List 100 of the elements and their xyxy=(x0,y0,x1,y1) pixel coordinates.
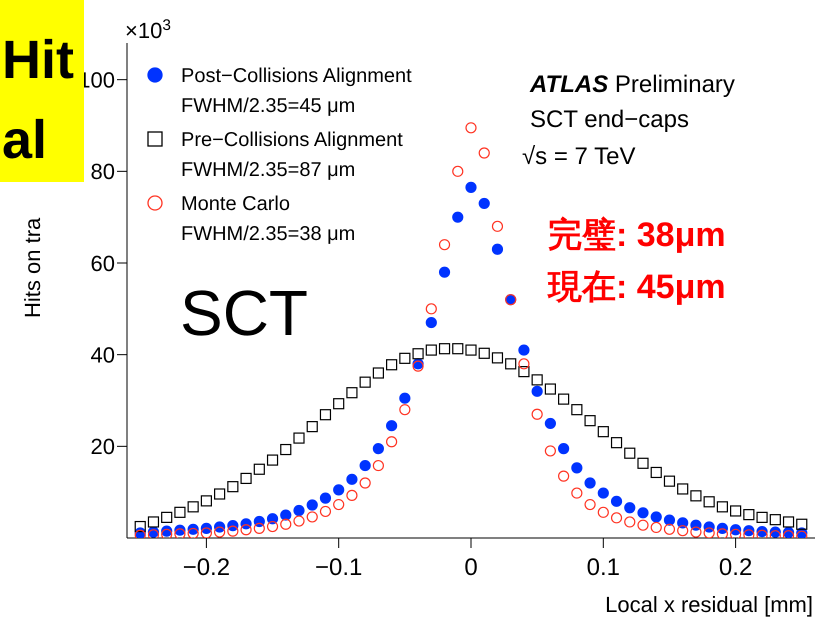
annotation: √s = 7 TeV xyxy=(522,143,636,170)
point xyxy=(584,415,596,426)
point xyxy=(399,352,410,364)
point xyxy=(174,506,186,518)
point xyxy=(240,472,252,484)
y-tick-label: 80 xyxy=(90,159,115,184)
point xyxy=(227,526,238,537)
point xyxy=(716,501,728,512)
legend-label: Pre−Collisions Alignment FWHM/2.35=87 μm xyxy=(181,129,404,181)
point xyxy=(598,426,609,438)
point xyxy=(452,166,464,177)
annotation: ×10$^{3}$ xyxy=(125,16,171,43)
point xyxy=(650,511,662,523)
point xyxy=(650,522,662,534)
point xyxy=(386,436,398,448)
annotation: ATLAS Preliminary xyxy=(529,71,735,98)
point xyxy=(333,498,344,510)
point xyxy=(438,266,450,278)
point xyxy=(637,458,649,469)
point xyxy=(637,520,649,531)
text: al xyxy=(2,110,48,170)
y-axis-title: Hits on tra xyxy=(20,216,45,318)
point xyxy=(730,528,742,538)
point xyxy=(664,514,676,526)
point xyxy=(558,470,570,482)
point xyxy=(492,352,504,364)
point xyxy=(492,220,504,232)
point xyxy=(716,528,728,538)
point xyxy=(478,147,490,159)
point xyxy=(610,512,622,524)
point xyxy=(544,383,556,395)
point xyxy=(372,443,384,454)
point xyxy=(571,404,582,416)
point xyxy=(624,516,636,528)
point xyxy=(412,348,424,360)
point xyxy=(306,511,318,523)
point xyxy=(584,498,596,510)
x-tick-label: 0.1 xyxy=(586,554,620,582)
point xyxy=(452,343,464,354)
point xyxy=(478,348,490,359)
point xyxy=(558,394,570,405)
point xyxy=(372,460,384,472)
point xyxy=(558,443,570,454)
point xyxy=(598,487,609,499)
point xyxy=(372,367,384,379)
point xyxy=(214,526,226,538)
point xyxy=(266,520,278,532)
point xyxy=(386,359,398,370)
point xyxy=(677,483,688,495)
point xyxy=(610,437,622,448)
point xyxy=(465,182,477,193)
point xyxy=(280,509,292,521)
point xyxy=(690,526,702,538)
point xyxy=(412,360,424,372)
point xyxy=(306,421,318,432)
point xyxy=(293,515,305,527)
x-tick-label: 0.2 xyxy=(718,554,752,582)
point xyxy=(624,448,636,459)
y-tick-label: 20 xyxy=(90,434,115,460)
point xyxy=(438,343,450,354)
point xyxy=(360,460,371,472)
point xyxy=(200,495,212,506)
legend-label: Monte Carlo FWHM/2.35=38 μm xyxy=(181,193,356,245)
point xyxy=(518,344,530,356)
point xyxy=(796,518,808,530)
x-axis-title: Local x residual [mm] xyxy=(605,592,813,617)
point xyxy=(148,529,160,538)
point xyxy=(254,464,265,475)
point xyxy=(730,505,742,517)
point xyxy=(306,499,318,511)
point xyxy=(532,386,543,397)
point xyxy=(360,376,371,388)
point xyxy=(174,528,186,538)
point xyxy=(544,418,556,430)
y-tick-label: 60 xyxy=(90,250,115,276)
point xyxy=(227,481,238,492)
point xyxy=(492,244,504,255)
point xyxy=(399,392,410,404)
annotation: 完璧: 38μm xyxy=(548,216,726,254)
point xyxy=(280,518,292,530)
point xyxy=(426,316,437,328)
point xyxy=(333,484,344,496)
point xyxy=(770,514,781,526)
point xyxy=(478,198,490,210)
annotation: SCT end−caps xyxy=(530,106,689,133)
annotation: 現在: 45μm xyxy=(547,268,726,306)
point xyxy=(134,520,146,532)
x-tick-label: −0.1 xyxy=(314,554,362,582)
point xyxy=(266,454,278,466)
point xyxy=(293,504,305,516)
point xyxy=(240,524,252,536)
y-tick-label: 40 xyxy=(90,342,115,368)
point xyxy=(214,488,226,500)
point xyxy=(346,490,358,501)
point xyxy=(320,492,332,504)
point xyxy=(333,398,344,410)
point xyxy=(571,487,582,499)
point xyxy=(571,462,582,474)
point xyxy=(584,477,596,489)
point xyxy=(426,344,437,356)
